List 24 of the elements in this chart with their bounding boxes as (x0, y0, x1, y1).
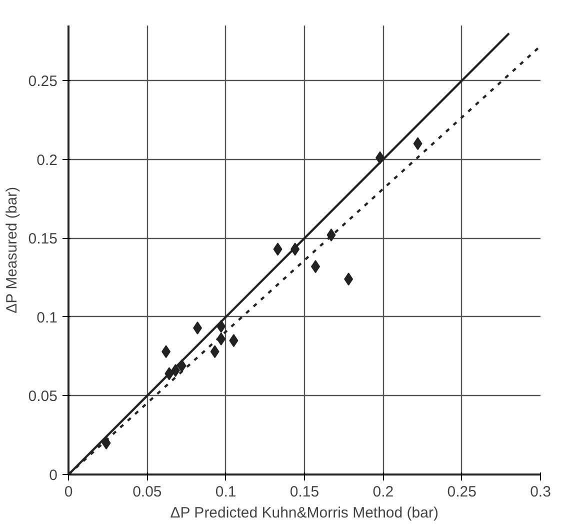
y-tick-label: 0.15 (28, 230, 58, 248)
x-tick-label: 0.15 (290, 484, 320, 500)
point (344, 272, 354, 286)
point (326, 228, 336, 242)
y-axis-title: ΔP Measured (bar) (3, 186, 20, 314)
point (229, 334, 238, 348)
point (162, 345, 171, 358)
x-tick-label: 0.25 (447, 484, 476, 500)
point (193, 321, 202, 334)
y-tick-label: 0.25 (28, 73, 58, 90)
y-tick-label: 0.2 (36, 152, 58, 169)
x-axis-title: ΔP Predicted Kuhn&Morris Method (bar) (170, 504, 438, 522)
point (413, 137, 422, 150)
x-tick-label: 0.2 (372, 484, 394, 500)
x-tick-label: 0.1 (215, 484, 236, 500)
x-tick-label: 0.05 (132, 484, 162, 500)
y-tick-label: 0.1 (36, 309, 58, 326)
point (311, 260, 320, 274)
y-tick-label: 0.05 (28, 388, 58, 406)
y-tick-label: 0 (49, 467, 58, 484)
x-tick-label: 0.3 (530, 484, 551, 500)
point (210, 345, 220, 358)
point (273, 242, 282, 256)
x-tick-label: 0 (64, 484, 73, 500)
